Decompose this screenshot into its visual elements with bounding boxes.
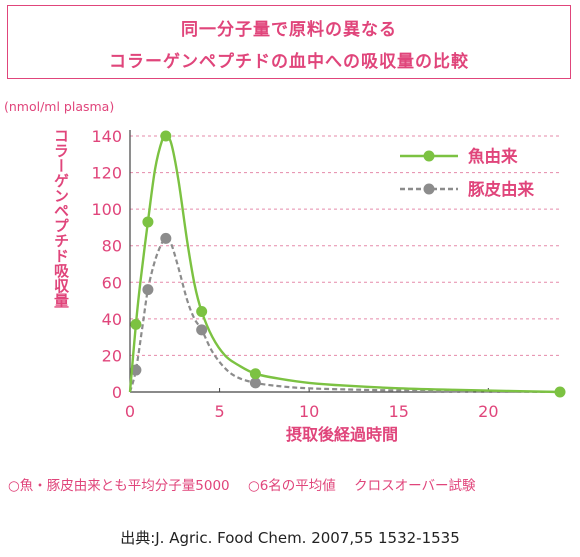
legend-marker-0	[423, 150, 435, 162]
y-tick-label-60: 60	[102, 273, 122, 292]
series-line-0	[128, 134, 561, 394]
data-point-s1-2	[142, 284, 154, 296]
y-tick-label-20: 20	[102, 346, 122, 365]
data-point-s1-3	[160, 232, 172, 244]
x-tick-label-10: 10	[299, 402, 319, 421]
y-axis-title: コラーゲンペプチド吸収量	[52, 128, 70, 308]
x-tick-label-0: 0	[125, 402, 135, 421]
legend-label-1: 豚皮由来	[468, 179, 535, 199]
title-box: 同一分子量で原料の異なる コラーゲンペプチドの血中への吸収量の比較	[7, 5, 571, 79]
data-point-s1-4	[196, 324, 208, 336]
y-tick-label-100: 100	[91, 200, 122, 219]
legend-label-0: 魚由来	[468, 146, 518, 166]
data-point-s0-3	[160, 130, 172, 142]
y-tick-label-120: 120	[91, 164, 122, 183]
footnote-average: ○6名の平均値	[247, 478, 336, 494]
x-tick-label-15: 15	[389, 402, 409, 421]
legend-marker-1	[423, 183, 435, 195]
x-tick-label-20: 20	[478, 402, 498, 421]
series-line-1	[128, 237, 561, 394]
data-point-s0-6	[554, 386, 566, 398]
footnote-molecular-weight: ○魚・豚皮由来とも平均分子量5000	[8, 478, 230, 494]
x-axis-title: 摂取後経過時間	[286, 425, 398, 444]
data-point-s0-2	[142, 216, 154, 228]
y-axis-unit-label: (nmol/ml plasma)	[4, 99, 114, 114]
x-tick-label-5: 5	[214, 402, 224, 421]
y-tick-label-40: 40	[102, 310, 122, 329]
source-citation: 出典:J. Agric. Food Chem. 2007,55 1532-153…	[120, 529, 460, 547]
title-line-1: 同一分子量で原料の異なる	[181, 20, 397, 40]
y-tick-label-80: 80	[102, 237, 122, 256]
y-tick-label-0: 0	[112, 383, 122, 402]
data-point-s0-5	[249, 368, 261, 380]
title-line-2: コラーゲンペプチドの血中への吸収量の比較	[109, 52, 469, 72]
data-point-s1-5	[249, 377, 261, 389]
y-tick-label-140: 140	[91, 127, 122, 146]
data-point-s0-1	[130, 318, 142, 330]
footnote: ○魚・豚皮由来とも平均分子量5000 ○6名の平均値 クロスオーバー試験	[8, 474, 489, 494]
data-point-s0-4	[196, 306, 208, 318]
footnote-crossover: クロスオーバー試験	[354, 478, 476, 494]
absorption-chart: 0 20 40 60 80 100 120 140 0 5 10 15 20 (nmol/ml plasm…	[4, 99, 566, 444]
